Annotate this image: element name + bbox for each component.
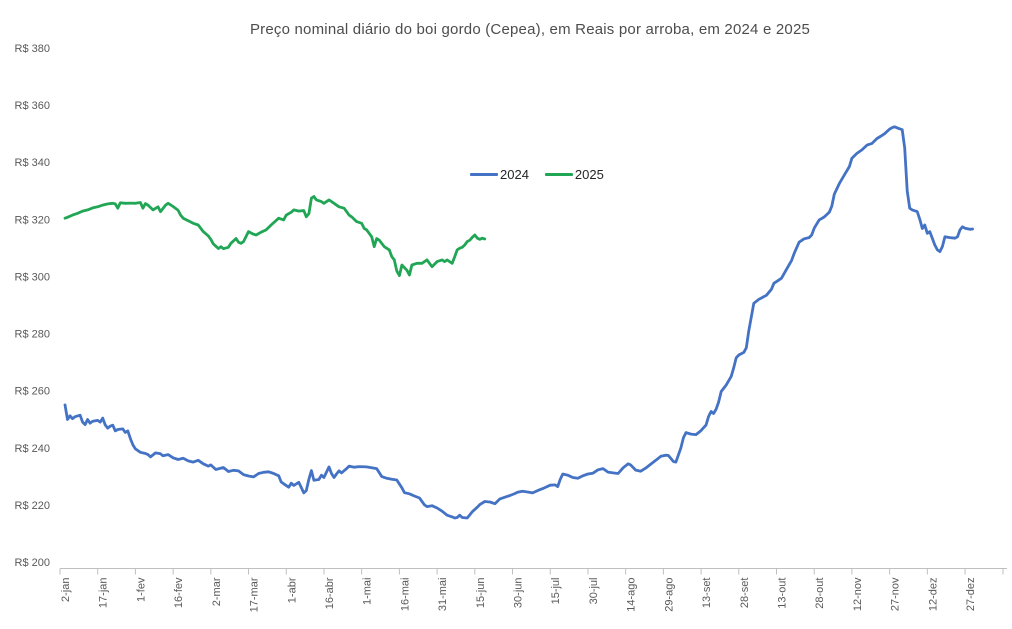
y-axis-tick-label: R$ 360 (15, 100, 50, 112)
x-axis-tick-label: 1-fev (135, 577, 147, 602)
chart-title: Preço nominal diário do boi gordo (Cepea… (249, 21, 811, 38)
y-axis-tick-label: R$ 200 (15, 557, 50, 569)
legend-swatch-2024-icon (470, 173, 498, 176)
legend-swatch-2025-icon (544, 173, 573, 176)
x-axis-tick-label: 2-jan (60, 578, 72, 602)
x-axis-tick-label: 17-jan (98, 578, 110, 609)
x-axis-tick-label: 2-mar (211, 577, 223, 606)
x-axis-tick-label: 30-jul (588, 578, 600, 605)
x-axis-tick-label: 15-jun (475, 578, 487, 609)
y-axis-tick-label: R$ 300 (15, 271, 50, 283)
x-axis-tick-label: 12-dez (927, 578, 939, 612)
chart-legend: 2024 2025 (470, 167, 604, 182)
x-axis-tick-label: 17-mar (249, 577, 261, 612)
y-axis-tick-label: R$ 380 (15, 43, 50, 55)
x-axis-tick-label: 1-mai (362, 578, 374, 606)
x-axis-tick-label: 15-jul (550, 578, 562, 605)
x-axis-tick-label: 27-dez (965, 578, 977, 612)
series-line-2024 (63, 125, 974, 520)
x-axis-tick-label: 16-abr (324, 577, 336, 609)
series-line-2025 (63, 195, 487, 278)
x-axis-tick-label: 30-jun (513, 578, 525, 609)
x-axis-tick-label: 14-ago (626, 578, 638, 612)
legend-item-2025: 2025 (544, 167, 604, 182)
x-axis-tick-label: 28-set (739, 578, 751, 609)
x-axis-tick-label: 13-set (701, 578, 713, 609)
x-axis-tick-label: 16-fev (173, 577, 185, 608)
x-axis-tick-label: 28-out (814, 578, 826, 609)
y-axis-tick-label: R$ 340 (15, 157, 50, 169)
legend-label-2025: 2025 (574, 167, 604, 182)
x-axis-tick-label: 27-nov (890, 577, 902, 611)
y-axis-tick-label: R$ 220 (15, 500, 50, 512)
x-axis-tick-label: 13-out (776, 578, 788, 609)
x-axis-tick-label: 12-nov (852, 577, 864, 611)
x-axis-tick-label: 29-ago (663, 578, 675, 612)
y-axis-tick-label: R$ 240 (15, 443, 50, 455)
y-axis-tick-label: R$ 320 (15, 214, 50, 226)
x-axis-tick-label: 31-mai (437, 578, 449, 612)
y-axis-tick-label: R$ 260 (15, 386, 50, 398)
legend-item-2024: 2024 (470, 167, 529, 182)
y-axis-tick-label: R$ 280 (15, 329, 50, 341)
legend-label-2024: 2024 (500, 167, 529, 182)
x-axis-tick-label: 16-mai (399, 578, 411, 612)
x-axis-tick-label: 1-abr (286, 577, 298, 603)
